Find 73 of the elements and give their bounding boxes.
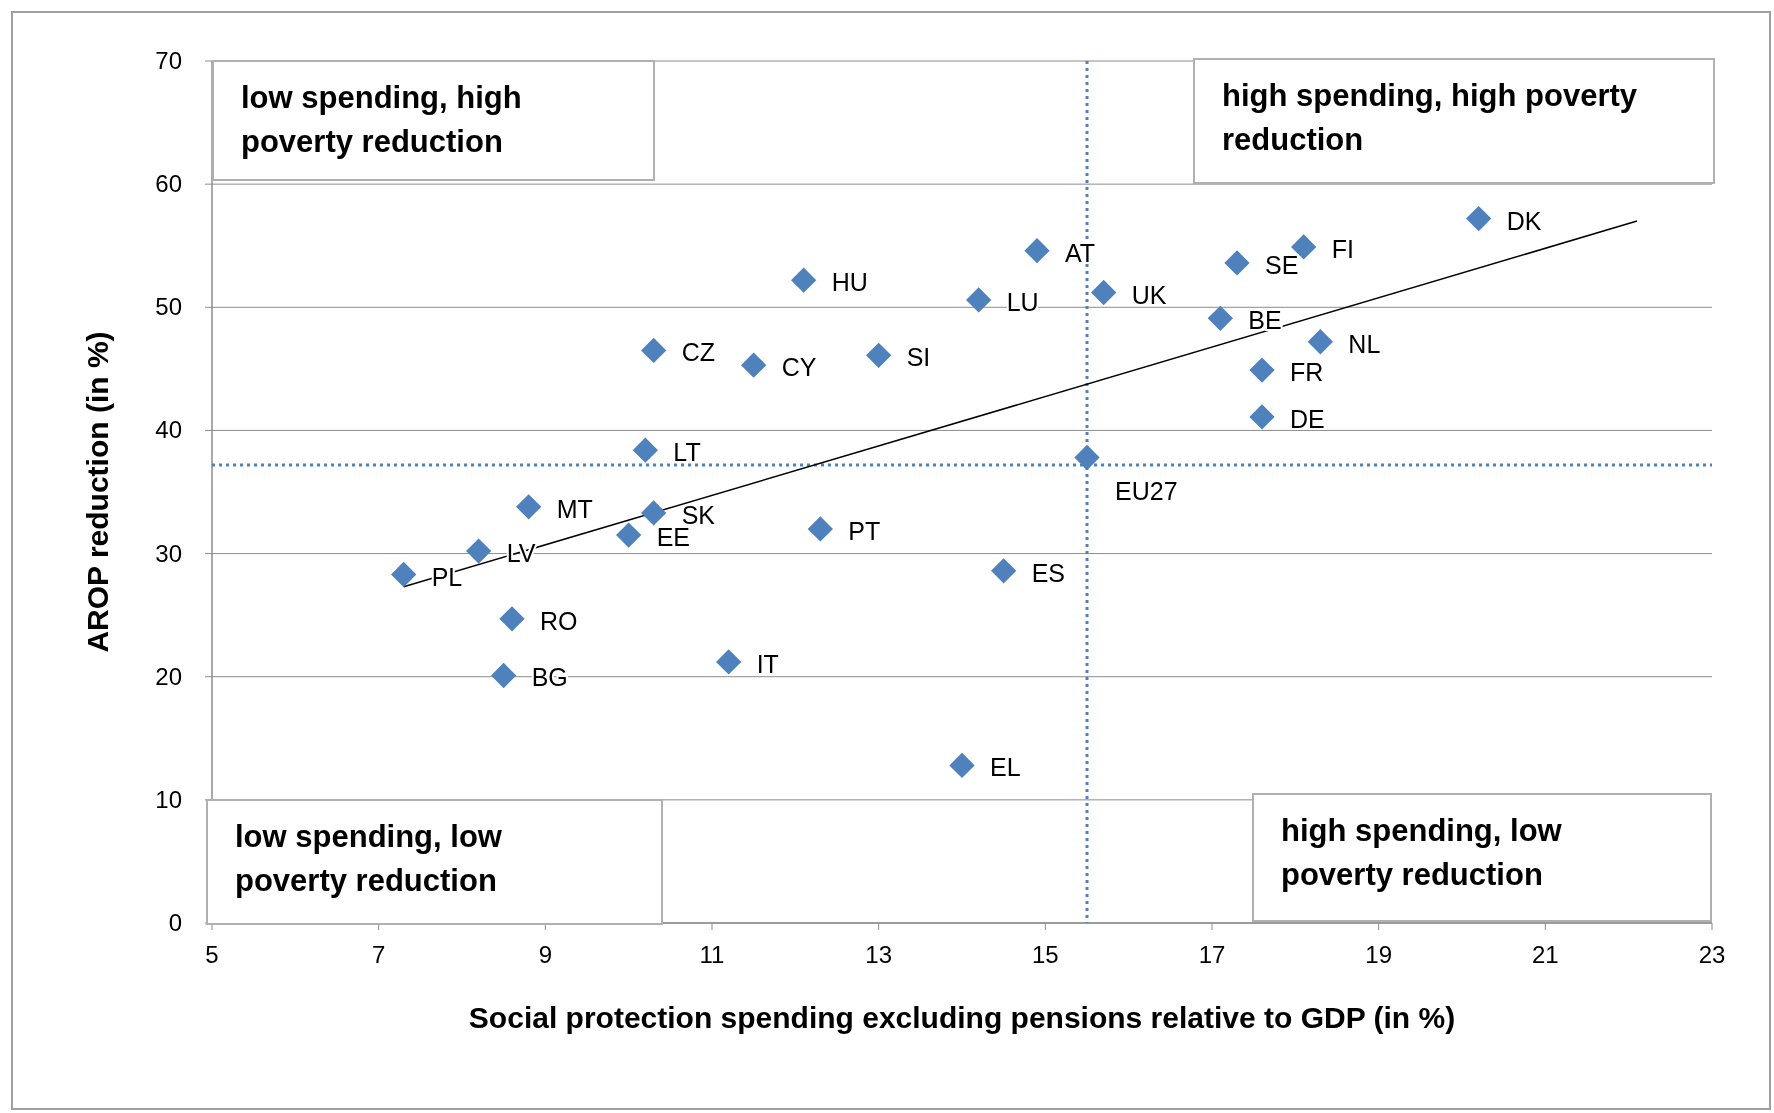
x-tick-label: 23 [1698,941,1726,968]
series-label: LT [673,438,701,467]
series-label: SI [906,343,931,372]
series-label: EU27 [1115,476,1178,505]
y-tick-label: 10 [155,785,182,813]
point [716,649,742,675]
point [1307,329,1333,355]
y-axis-title: AROP reduction (in %) [81,331,114,653]
y-tick-label: 60 [155,170,182,198]
x-tick-label: 9 [538,941,553,968]
annotation: high spending, high poverty reduction [1222,78,1638,157]
series-label: FI [1331,234,1354,263]
point [516,494,542,520]
y-tick-label: 20 [155,662,182,690]
x-axis-title: Social protection spending excluding pensions relative to GDP (in %) [468,1001,1456,1034]
point [866,342,892,368]
point [1024,237,1050,264]
x-tick-label: 15 [1031,941,1059,968]
y-tick-label: 0 [168,909,182,936]
point [991,558,1017,584]
y-tick-label: 40 [155,416,182,444]
point [949,752,975,779]
series-label: BE [1248,306,1282,335]
point [741,352,767,378]
x-tick-label: 19 [1365,941,1393,968]
point [641,337,667,364]
y-tick-label: 50 [155,293,182,321]
series-label: FR [1290,358,1324,387]
x-tick-label: 5 [205,941,219,968]
series-label: AT [1065,238,1096,267]
series-label: RO [540,606,578,635]
point [807,516,833,542]
point [1074,444,1100,471]
x-tick-label: 17 [1198,941,1226,968]
point [1249,404,1275,430]
point [791,267,817,293]
series-label: DE [1290,404,1325,433]
x-tick-label: 7 [371,941,386,968]
series-label: DK [1506,206,1542,235]
point [466,538,492,564]
annotation: low spending, low poverty reduction [235,819,503,898]
point [391,561,417,588]
point [641,500,667,526]
series-label: UK [1131,280,1167,309]
point [966,287,992,313]
series-label: EL [990,753,1021,782]
series-label: IT [756,649,779,678]
annotation: high spending, low poverty reduction [1281,813,1563,892]
point [1249,357,1275,383]
point [1207,305,1233,332]
series-label: NL [1348,329,1381,358]
series-label: MT [556,494,593,523]
series-label: CY [781,353,817,382]
point [1091,279,1117,306]
point [632,437,658,463]
y-tick-label: 30 [155,539,182,567]
series-label: HU [831,268,868,297]
point [499,606,525,632]
point [616,522,642,548]
point [1466,205,1492,232]
x-tick-label: 21 [1531,941,1559,968]
series-label: CZ [681,338,715,367]
y-tick-label: 70 [155,47,182,74]
series-label: PT [848,516,881,545]
x-tick-label: 13 [865,941,893,968]
series-label: SE [1265,250,1299,279]
series-label: BG [531,663,568,692]
x-tick-label: 11 [699,941,725,968]
point [491,662,517,689]
series-label: ES [1031,558,1066,587]
series-label: LU [1006,287,1039,316]
point [1224,250,1250,276]
annotation: low spending, high poverty reduction [241,80,522,159]
